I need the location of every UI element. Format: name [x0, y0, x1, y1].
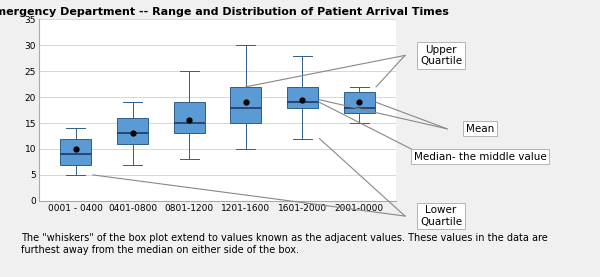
Text: Upper
Quartile: Upper Quartile: [420, 45, 462, 66]
Bar: [173, 102, 205, 134]
Text: Median- the middle value: Median- the middle value: [413, 152, 547, 161]
Bar: [117, 118, 148, 144]
Bar: [344, 92, 375, 113]
Bar: [230, 87, 262, 123]
Text: The "whiskers" of the box plot extend to values known as the adjacent values. Th: The "whiskers" of the box plot extend to…: [20, 233, 547, 255]
Title: Emergency Department -- Range and Distribution of Patient Arrival Times: Emergency Department -- Range and Distri…: [0, 7, 448, 17]
Text: Lower
Quartile: Lower Quartile: [420, 205, 462, 227]
Bar: [287, 87, 318, 107]
Text: Mean: Mean: [466, 124, 494, 134]
Bar: [60, 138, 91, 165]
